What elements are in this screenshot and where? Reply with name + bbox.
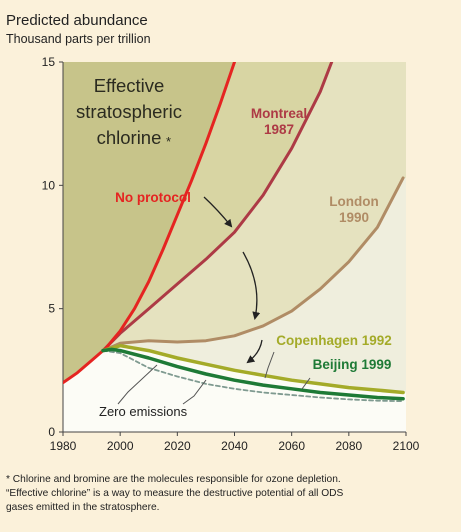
x-tick-label: 2060 [278,439,305,453]
zero-emissions-label: Zero emissions [99,404,188,419]
arrow-no-protocol-to-montreal [203,196,233,228]
page-title: Predicted abundance [6,12,148,29]
series-line-copenhagen [101,343,405,395]
series-label-montreal: 1987 [264,122,294,137]
series-label-no-protocol: No protocol [115,190,191,205]
beijing-leader [301,377,311,390]
units-subtitle: Thousand parts per trillion [6,32,151,46]
footnote-line-1: * Chlorine and bromine are the molecules… [6,474,341,485]
series-line-no-protocol [63,62,236,385]
x-tick-label: 1980 [50,439,77,453]
y-tick-label: 10 [42,178,56,192]
series-lines [63,62,405,403]
series-label-london: 1990 [339,210,369,225]
arrow-montreal-to-london [242,251,261,320]
effective-chlorine-footnote-marker: * [166,134,171,149]
y-tick-label: 15 [42,55,56,69]
x-tick-label: 2080 [335,439,362,453]
x-tick-label: 2040 [221,439,248,453]
footnote-line-2: “Effective chlorine” is a way to measure… [6,488,344,499]
series-label-london: London [329,194,378,209]
y-tick-label: 0 [48,425,55,439]
series-label-copenhagen: Copenhagen 1992 [276,333,392,348]
series-line-montreal [101,62,334,353]
series-label-beijing: Beijing 1999 [313,357,392,372]
y-tick-label: 5 [48,302,55,316]
zero-emissions-leader [117,364,158,405]
arrow-london-to-copenhagen [246,339,263,364]
effective-chlorine-label: chlorine [97,127,162,148]
series-line-london [101,176,405,353]
region-above-no-protocol [63,62,406,383]
footnote-line-3: gases emitted in the stratosphere. [6,502,160,513]
series-line-zero-emissions [102,349,404,403]
effective-chlorine-label: Effective [94,75,165,96]
x-tick-label: 2100 [393,439,420,453]
effective-chlorine-label: stratospheric [76,101,182,122]
series-line-beijing [101,347,405,401]
copenhagen-leader [264,351,275,379]
series-label-montreal: Montreal [251,106,307,121]
x-tick-label: 2000 [107,439,134,453]
x-tick-label: 2020 [164,439,191,453]
zero-emissions-leader [182,379,207,405]
